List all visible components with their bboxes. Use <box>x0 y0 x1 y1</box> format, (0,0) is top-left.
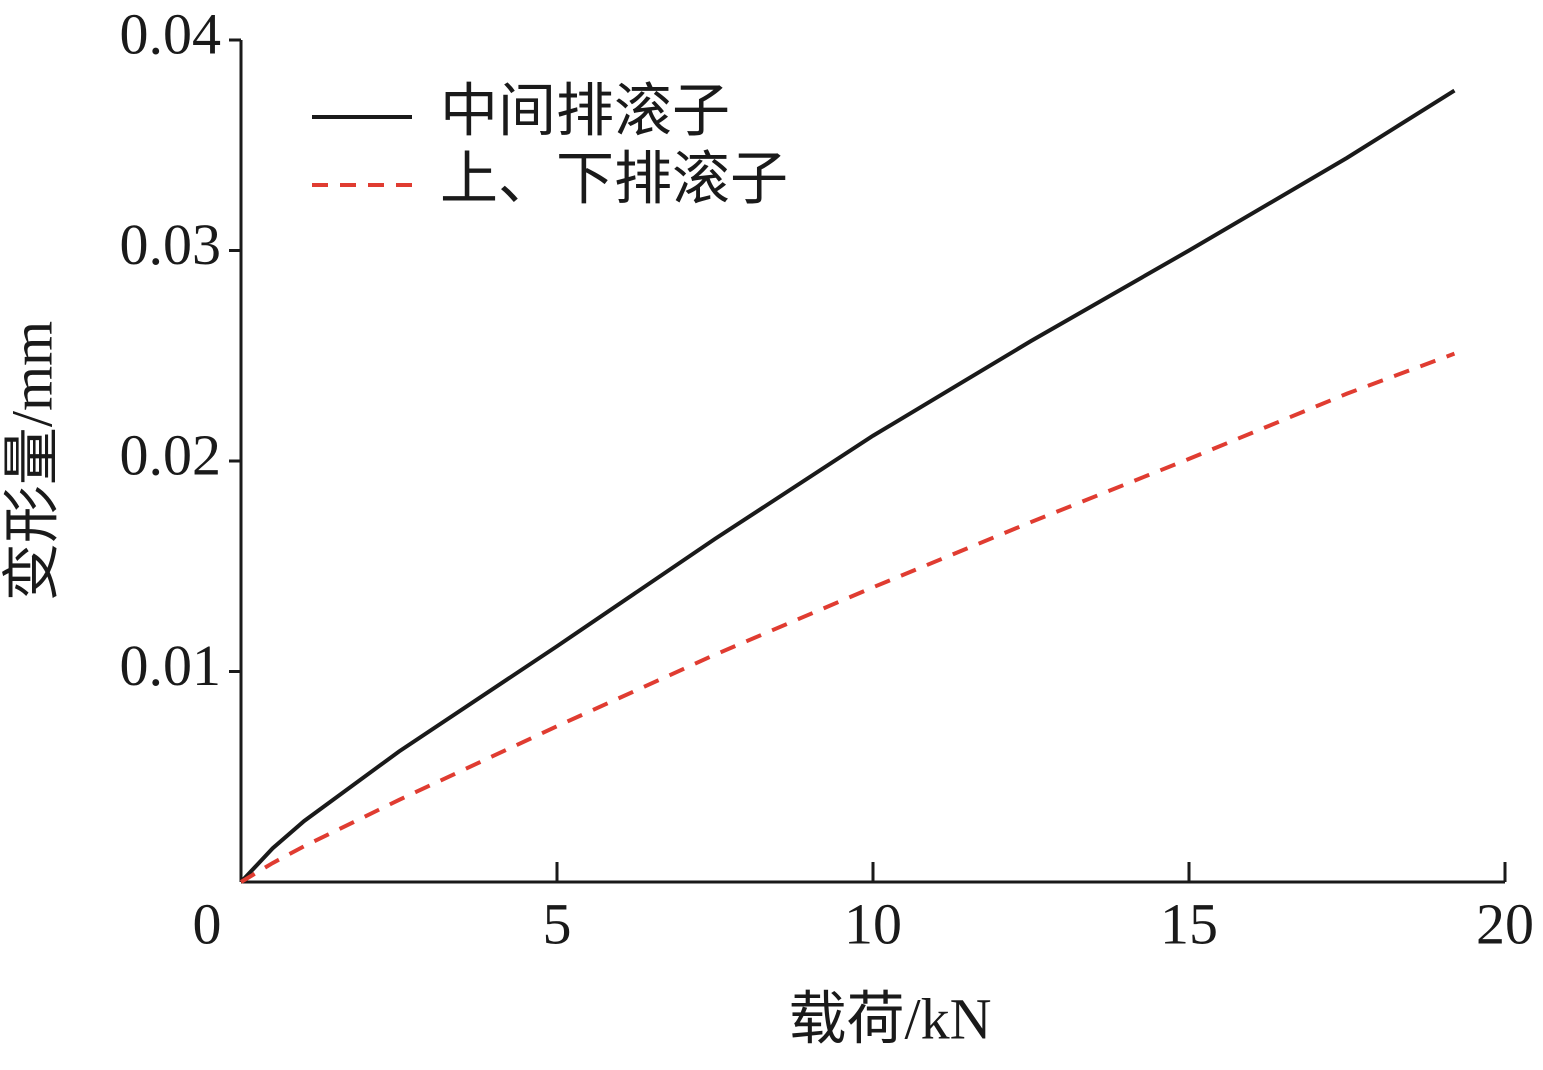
y-tick-label: 0.02 <box>120 422 222 487</box>
y-tick-label: 0.03 <box>120 212 222 277</box>
x-tick-label: 5 <box>543 891 572 956</box>
y-tick-label: 0.01 <box>120 633 222 698</box>
y-axis-label: 变形量/mm <box>0 321 64 601</box>
y-tick-label: 0.04 <box>120 1 222 66</box>
x-tick-label: 10 <box>844 891 902 956</box>
x-tick-label: 15 <box>1160 891 1218 956</box>
legend-label: 上、下排滚子 <box>440 146 788 211</box>
x-tick-label: 20 <box>1476 891 1534 956</box>
legend-label: 中间排滚子 <box>440 78 730 143</box>
x-axis-label: 载荷/kN <box>788 986 991 1051</box>
line-series <box>239 88 1456 884</box>
line-series <box>239 351 1456 884</box>
x-tick-label: 0 <box>193 891 222 956</box>
